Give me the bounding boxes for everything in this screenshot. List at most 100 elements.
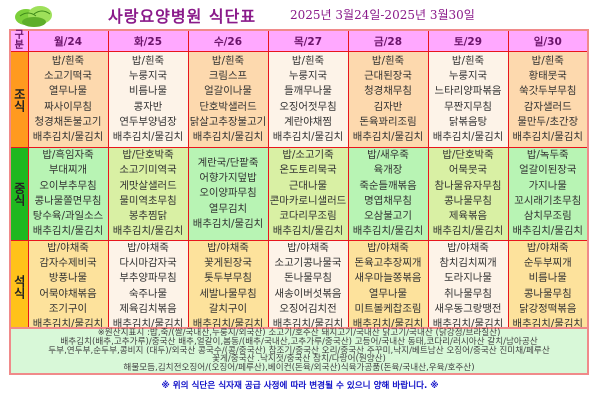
menu-item: 물미역초무침 xyxy=(119,194,177,207)
menu-item: 콘마카로니샐러드 xyxy=(269,194,347,207)
dinner-menu-cell: 밥/야채죽 감자수제비국 방풍나물 어묵야채볶음 조기구이 배추김치/물김치 xyxy=(27,239,109,335)
menu-item: 열무김치 xyxy=(208,202,248,215)
lunch-label: 중식 xyxy=(9,147,29,241)
menu-item: 명엽채무침 xyxy=(364,194,412,207)
menu-item: 도라지나물 xyxy=(444,272,492,285)
dinner-menu-cell: 밥/야채죽 소고기콩나물국 돈나물무침 새송이버섯볶음 오징어김치전 배추김치/물김치 xyxy=(267,239,349,335)
menu-item: 조기구이 xyxy=(48,302,88,315)
menu-item: 소고기미역국 xyxy=(119,164,177,177)
menu-item: 느타리양파볶음 xyxy=(434,85,502,98)
menu-item: 새우마늘쫑볶음 xyxy=(354,272,422,285)
menu-item: 오삼불고기 xyxy=(364,210,412,223)
menu-item: 밥/야채죽 xyxy=(207,241,249,254)
menu-item: 밥/흰죽 xyxy=(51,54,85,67)
dinner-menu-cell: 밥/야채죽 돈육고추장찌개 새우마늘쫑볶음 열무나물 미트볼케찹조림 배추김치/물김치 xyxy=(347,239,429,335)
menu-item: 콩나물쫄면무침 xyxy=(34,194,102,207)
menu-item: 계란야채찜 xyxy=(284,115,332,128)
menu-item: 밥/녹두죽 xyxy=(526,149,569,161)
origin-note-line: 해물모듬,김치전오징어/(오징어/페루산),베이컨(돈육/외국산)식육가공품(돈… xyxy=(123,363,475,374)
breakfast-menu-cell: 밥/흰죽 근대된장국 청경채무침 김자반 돈육꽈리조림 배추김치/물김치 xyxy=(347,51,429,148)
menu-item: 쑥갓두부무침 xyxy=(519,85,577,98)
menu-item: 어묵야채볶음 xyxy=(39,287,97,300)
menu-item: 김자반 xyxy=(373,100,403,113)
menu-item: 온도토리묵국 xyxy=(279,164,337,177)
menu-item: 취나물무침 xyxy=(444,287,492,300)
menu-item: 배추김치/물김치 xyxy=(192,217,264,230)
dinner-label: 석식 xyxy=(9,239,29,335)
menu-item: 미트볼케찹조림 xyxy=(354,302,422,315)
menu-item: 꼬시래기초무침 xyxy=(514,194,582,207)
menu-item: 배추김치/물김치 xyxy=(352,225,424,238)
menu-item: 다시마감자국 xyxy=(119,257,177,270)
menu-item: 닭볶음탕 xyxy=(448,115,488,128)
menu-item: 밥/흰죽 xyxy=(131,54,165,67)
menu-item: 꽃게된장국 xyxy=(204,257,252,270)
breakfast-menu-cell: 밥/흰죽 소고기떡국 열무나물 짜사이무침 청경채돈불고기 배추김치/물김치 xyxy=(27,51,109,148)
menu-item: 누룽지국 xyxy=(448,69,488,82)
breakfast-menu-cell: 밥/흰죽 누룽지국 느타리양파볶음 무짠지무침 닭볶음탕 배추김치/물김치 xyxy=(427,51,509,148)
menu-item: 세발나물무침 xyxy=(199,287,257,300)
lunch-menu-cell: 밥/새우죽 육개장 죽순들깨볶음 명엽채무침 오삼불고기 배추김치/물김치 xyxy=(347,147,429,241)
menu-item: 닭살고추장불고기 xyxy=(189,115,267,128)
lunch-menu-cell: 계란국/단팥죽 어향가지덮밥 오이양파무침 열무김치 배추김치/물김치 xyxy=(187,147,269,241)
menu-item: 밥/흰죽 xyxy=(531,54,564,67)
menu-item: 참나물유자무침 xyxy=(434,179,502,192)
day-header: 월/24 xyxy=(27,29,109,52)
menu-item: 돈육고추장찌개 xyxy=(354,257,422,270)
menu-item: 소고기떡국 xyxy=(44,69,92,82)
menu-item: 비름나물 xyxy=(528,272,567,285)
menu-item: 닭강정떡볶음 xyxy=(519,302,577,315)
menu-item: 얼갈이된장국 xyxy=(519,164,577,177)
menu-item: 갈치구이 xyxy=(208,302,248,315)
menu-item: 게맛살샐러드 xyxy=(119,179,177,192)
category-header: 구분 xyxy=(9,29,29,52)
lunch-menu-cell: 밥/흑임자죽 부대찌개 오이부추무침 콩나물쫄면무침 탕수육/과일소스 배추김치/물김치 xyxy=(27,147,109,241)
menu-item: 콩나물무침 xyxy=(444,194,492,207)
menu-item: 콩자반 xyxy=(133,100,163,113)
breakfast-menu-cell: 밥/흰죽 누룽지국 들깨무나물 오징어젓무침 계란야채찜 배추김치/물김치 xyxy=(267,51,349,148)
menu-item: 열무나물 xyxy=(48,85,88,98)
menu-item: 코다리무조림 xyxy=(279,210,337,223)
menu-item: 밥/흰죽 xyxy=(451,54,485,67)
menu-item: 밥/야채죽 xyxy=(526,241,569,254)
menu-item: 배추김치/물김치 xyxy=(512,131,583,144)
breakfast-menu-cell: 밥/흰죽 누룽지국 비름나물 콩자반 연두부양념장 배추김치/물김치 xyxy=(107,51,189,148)
menu-item: 밥/야채죽 xyxy=(447,241,489,254)
origin-note-line: 두부,연두부,순두부,콩비지 (대두)/외국산 콩국수/(콩/중국산) 참조기/… xyxy=(48,345,550,356)
menu-item: 제육김치볶음 xyxy=(119,302,177,315)
menu-item: 계란국/단팥죽 xyxy=(197,156,259,169)
menu-item: 누룽지국 xyxy=(128,69,168,82)
menu-item: 삼치무조림 xyxy=(523,210,572,223)
lunch-menu-cell: 밥/단호박죽 소고기미역국 게맛살샐러드 물미역초무침 봉추찜닭 배추김치/물김치 xyxy=(107,147,189,241)
menu-item: 새송이버섯볶음 xyxy=(274,287,342,300)
dinner-menu-cell: 밥/야채죽 꽃게된장국 톳두부무침 세발나물무침 갈치구이 배추김치/물김치 xyxy=(187,239,269,335)
menu-item: 오징어젓무침 xyxy=(279,100,337,113)
menu-item: 밥/흰죽 xyxy=(211,54,245,67)
menu-item: 크림스프 xyxy=(208,69,248,82)
menu-item: 누룽지국 xyxy=(288,69,328,82)
menu-item: 근대된장국 xyxy=(364,69,412,82)
menu-item: 어묵뭇국 xyxy=(448,164,488,177)
breakfast-menu-cell: 밥/흰죽 황태뭇국 쑥갓두부무침 감자샐러드 물만두/초간장 배추김치/물김치 xyxy=(507,51,589,148)
menu-item: 밥/야채죽 xyxy=(47,241,89,254)
menu-item: 방풍나물 xyxy=(48,272,88,285)
day-header: 일/30 xyxy=(507,29,589,52)
menu-item: 돈육꽈리조림 xyxy=(359,115,417,128)
menu-item: 숙주나물 xyxy=(128,287,168,300)
menu-item: 배추김치/물김치 xyxy=(432,225,504,238)
footer-notice: ※ 위의 식단은 식자재 공급 사정에 따라 변경될 수 있으니 양해 바랍니다… xyxy=(161,381,439,391)
menu-item: 봉추찜닭 xyxy=(128,210,168,223)
menu-item: 밥/단호박죽 xyxy=(442,149,494,161)
menu-item: 제육볶음 xyxy=(448,210,488,223)
menu-item: 콩나물무침 xyxy=(523,287,572,300)
title-bar: 사랑요양병원 식단표 2025년 3월24일-2025년 3월30일 xyxy=(0,0,600,28)
menu-item: 배추김치/물김치 xyxy=(512,225,583,238)
menu-item: 밥/흰죽 xyxy=(291,54,325,67)
menu-item: 근대나물 xyxy=(288,179,328,192)
menu-item: 배추김치/물김치 xyxy=(272,225,344,238)
menu-item: 배추김치/물김치 xyxy=(112,225,184,238)
dinner-menu-cell: 밥/야채죽 순두부찌개 비름나물 콩나물무침 닭강정떡볶음 배추김치/물김치 xyxy=(507,239,589,335)
menu-item: 배추김치/물김치 xyxy=(432,131,504,144)
menu-item: 오이부추무침 xyxy=(39,179,97,192)
